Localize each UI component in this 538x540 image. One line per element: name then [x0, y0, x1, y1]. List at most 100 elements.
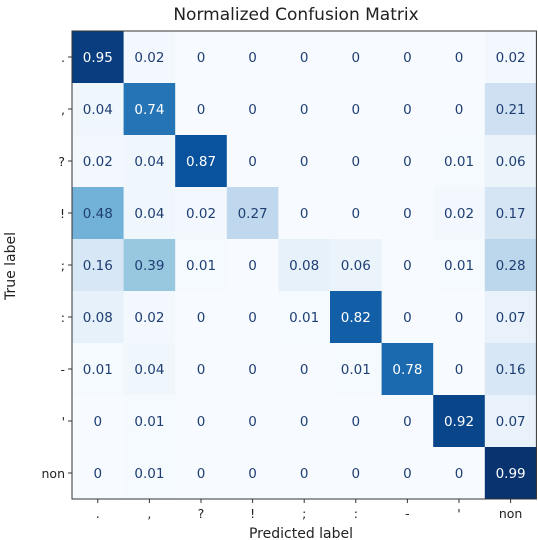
cell-2-5	[330, 135, 383, 188]
cell-label-1-6: 0	[403, 102, 412, 118]
cell-1-1	[123, 83, 176, 136]
cell-label-8-4: 0	[300, 466, 309, 482]
cell-label-2-8: 0.06	[496, 154, 526, 170]
heatmap-cells	[72, 31, 537, 500]
cell-label-6-4: 0	[300, 362, 309, 378]
cell-0-6	[381, 31, 434, 84]
cell-5-6	[381, 291, 434, 344]
cell-label-8-8: 0.99	[496, 466, 526, 482]
cell-label-5-8: 0.07	[496, 310, 526, 326]
cell-8-7	[433, 447, 486, 500]
cell-5-8	[484, 291, 537, 344]
cell-label-5-2: 0	[197, 310, 206, 326]
cell-1-4	[278, 83, 331, 136]
cell-label-3-2: 0.02	[186, 206, 216, 222]
cell-4-5	[330, 239, 383, 292]
cell-3-4	[278, 187, 331, 240]
cell-8-0	[72, 447, 125, 500]
cell-label-4-1: 0.39	[134, 258, 164, 274]
y-tick-label-2: ?	[58, 154, 65, 169]
cell-label-4-3: 0	[248, 258, 257, 274]
cell-label-5-3: 0	[248, 310, 257, 326]
cell-6-4	[278, 343, 331, 396]
cell-1-3	[226, 83, 279, 136]
cell-1-5	[330, 83, 383, 136]
chart-title: Normalized Confusion Matrix	[173, 5, 418, 25]
x-axis-ticks: .,?!;: - ' non	[96, 499, 522, 521]
cell-6-6	[381, 343, 434, 396]
x-tick-label-6: -	[405, 506, 410, 521]
cell-label-0-5: 0	[352, 50, 361, 66]
cell-1-2	[175, 83, 228, 136]
cell-1-6	[381, 83, 434, 136]
cell-label-4-2: 0.01	[186, 258, 216, 274]
cell-7-4	[278, 395, 331, 448]
cell-label-2-0: 0.02	[83, 154, 113, 170]
cell-7-6	[381, 395, 434, 448]
cell-2-1	[123, 135, 176, 188]
cell-4-1	[123, 239, 176, 292]
cell-0-0	[72, 31, 125, 84]
cell-label-6-3: 0	[248, 362, 257, 378]
cell-8-2	[175, 447, 228, 500]
cell-label-8-0: 0	[94, 466, 103, 482]
cell-5-0	[72, 291, 125, 344]
cell-3-1	[123, 187, 176, 240]
cell-label-2-1: 0.04	[134, 154, 164, 170]
cell-label-7-7: 0.92	[444, 414, 474, 430]
cell-8-1	[123, 447, 176, 500]
cell-3-3	[226, 187, 279, 240]
cell-label-2-5: 0	[352, 154, 361, 170]
cell-5-5	[330, 291, 383, 344]
x-tick-label-5: :	[354, 506, 358, 521]
y-tick-label-1: ,	[61, 102, 65, 117]
cell-2-2	[175, 135, 228, 188]
cell-2-8	[484, 135, 537, 188]
cell-label-5-0: 0.08	[83, 310, 113, 326]
cell-label-1-5: 0	[352, 102, 361, 118]
cell-1-8	[484, 83, 537, 136]
cell-label-3-6: 0	[403, 206, 412, 222]
cell-label-4-0: 0.16	[83, 258, 113, 274]
cell-0-2	[175, 31, 228, 84]
cell-4-3	[226, 239, 279, 292]
cell-label-4-6: 0	[403, 258, 412, 274]
cell-label-2-6: 0	[403, 154, 412, 170]
cell-label-2-4: 0	[300, 154, 309, 170]
cell-5-2	[175, 291, 228, 344]
cell-label-1-8: 0.21	[496, 102, 526, 118]
y-tick-label-5: :	[61, 310, 65, 325]
cell-label-7-2: 0	[197, 414, 206, 430]
cell-8-6	[381, 447, 434, 500]
cell-label-5-4: 0.01	[289, 310, 319, 326]
cell-2-3	[226, 135, 279, 188]
cell-4-8	[484, 239, 537, 292]
cell-label-3-7: 0.02	[444, 206, 474, 222]
cell-2-4	[278, 135, 331, 188]
cell-4-6	[381, 239, 434, 292]
cell-label-4-4: 0.08	[289, 258, 319, 274]
cell-label-1-2: 0	[197, 102, 206, 118]
y-tick-label-6: -	[60, 362, 65, 377]
cell-label-7-8: 0.07	[496, 414, 526, 430]
cell-6-0	[72, 343, 125, 396]
cell-2-0	[72, 135, 125, 188]
cell-label-5-5: 0.82	[341, 310, 371, 326]
cell-6-2	[175, 343, 228, 396]
cell-3-7	[433, 187, 486, 240]
cell-label-1-7: 0	[455, 102, 464, 118]
y-tick-label-8: non	[42, 466, 66, 481]
cell-0-5	[330, 31, 383, 84]
cell-label-4-5: 0.06	[341, 258, 371, 274]
cell-label-6-2: 0	[197, 362, 206, 378]
cell-label-5-7: 0	[455, 310, 464, 326]
cell-8-8	[484, 447, 537, 500]
cell-7-2	[175, 395, 228, 448]
cell-label-1-0: 0.04	[83, 102, 113, 118]
cell-3-5	[330, 187, 383, 240]
cell-5-4	[278, 291, 331, 344]
cell-1-7	[433, 83, 486, 136]
cell-label-7-6: 0	[403, 414, 412, 430]
x-tick-label-4: ;	[302, 506, 306, 521]
